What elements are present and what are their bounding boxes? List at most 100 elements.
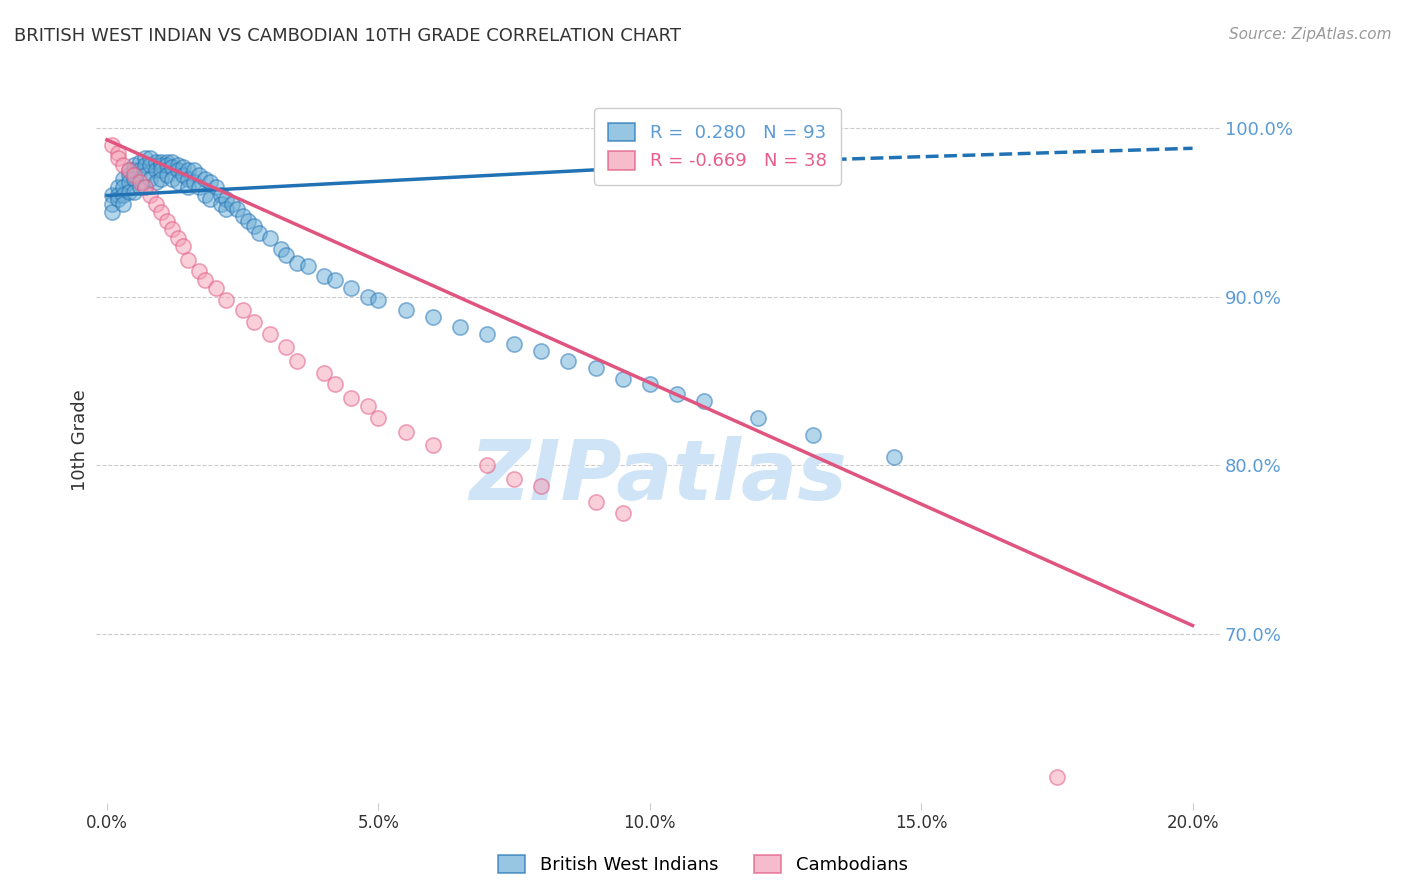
Point — [215, 202, 238, 216]
Point — [188, 264, 211, 278]
Point — [215, 293, 238, 307]
Point — [204, 281, 226, 295]
Point — [247, 226, 270, 240]
Point — [101, 137, 124, 152]
Point — [122, 171, 145, 186]
Point — [101, 197, 124, 211]
Point — [475, 458, 498, 473]
Point — [503, 337, 526, 351]
Point — [118, 163, 141, 178]
Point — [160, 160, 183, 174]
Point — [209, 188, 232, 202]
Point — [101, 205, 124, 219]
Point — [112, 197, 135, 211]
Point — [107, 192, 129, 206]
Point — [530, 478, 553, 492]
Point — [285, 256, 308, 270]
Point — [150, 158, 173, 172]
Point — [118, 163, 141, 178]
Point — [242, 315, 264, 329]
Point — [276, 247, 298, 261]
Point — [194, 171, 217, 186]
Point — [188, 180, 211, 194]
Point — [259, 230, 281, 244]
Point — [122, 163, 145, 178]
Point — [150, 205, 173, 219]
Point — [194, 188, 217, 202]
Point — [139, 171, 162, 186]
Point — [226, 202, 249, 216]
Point — [112, 180, 135, 194]
Point — [172, 160, 194, 174]
Point — [270, 243, 292, 257]
Point — [112, 158, 135, 172]
Point — [134, 158, 156, 172]
Point — [128, 154, 150, 169]
Point — [160, 222, 183, 236]
Point — [128, 175, 150, 189]
Point — [145, 154, 167, 169]
Point — [128, 180, 150, 194]
Point — [118, 175, 141, 189]
Point — [188, 168, 211, 182]
Point — [612, 372, 634, 386]
Point — [323, 377, 346, 392]
Point — [530, 343, 553, 358]
Text: BRITISH WEST INDIAN VS CAMBODIAN 10TH GRADE CORRELATION CHART: BRITISH WEST INDIAN VS CAMBODIAN 10TH GR… — [14, 27, 681, 45]
Point — [665, 387, 688, 401]
Point — [139, 152, 162, 166]
Point — [183, 175, 205, 189]
Point — [134, 168, 156, 182]
Point — [166, 175, 188, 189]
Point — [747, 411, 769, 425]
Point — [112, 171, 135, 186]
Point — [172, 168, 194, 182]
Point — [297, 260, 319, 274]
Point — [198, 192, 221, 206]
Point — [209, 197, 232, 211]
Point — [259, 326, 281, 341]
Point — [134, 180, 156, 194]
Point — [145, 197, 167, 211]
Point — [107, 188, 129, 202]
Point — [156, 154, 179, 169]
Point — [242, 219, 264, 233]
Point — [340, 281, 363, 295]
Point — [101, 188, 124, 202]
Point — [367, 411, 389, 425]
Point — [112, 188, 135, 202]
Point — [323, 273, 346, 287]
Point — [134, 180, 156, 194]
Point — [145, 163, 167, 178]
Point — [118, 185, 141, 199]
Point — [166, 163, 188, 178]
Point — [194, 273, 217, 287]
Point — [276, 340, 298, 354]
Point — [638, 377, 661, 392]
Point — [150, 154, 173, 169]
Point — [340, 391, 363, 405]
Point — [422, 310, 444, 324]
Point — [107, 152, 129, 166]
Text: ZIPatlas: ZIPatlas — [470, 436, 846, 516]
Point — [198, 175, 221, 189]
Point — [156, 168, 179, 182]
Legend: British West Indians, Cambodians: British West Indians, Cambodians — [489, 846, 917, 883]
Point — [177, 252, 200, 267]
Point — [160, 171, 183, 186]
Point — [238, 214, 260, 228]
Point — [215, 192, 238, 206]
Point — [883, 450, 905, 464]
Point — [172, 239, 194, 253]
Point — [166, 230, 188, 244]
Point — [394, 303, 416, 318]
Text: Source: ZipAtlas.com: Source: ZipAtlas.com — [1229, 27, 1392, 42]
Point — [160, 154, 183, 169]
Point — [221, 197, 243, 211]
Point — [177, 171, 200, 186]
Legend: R =  0.280   N = 93, R = -0.669   N = 38: R = 0.280 N = 93, R = -0.669 N = 38 — [593, 108, 841, 185]
Point — [150, 171, 173, 186]
Point — [128, 163, 150, 178]
Y-axis label: 10th Grade: 10th Grade — [72, 389, 89, 491]
Point — [107, 180, 129, 194]
